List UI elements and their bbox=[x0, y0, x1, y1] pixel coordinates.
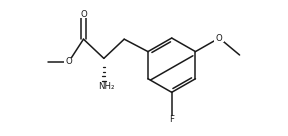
Bar bbox=[78, 11, 89, 18]
Text: O: O bbox=[65, 57, 72, 66]
Bar bbox=[64, 58, 74, 65]
Bar bbox=[214, 34, 224, 42]
Text: O: O bbox=[216, 33, 223, 43]
Text: NH₂: NH₂ bbox=[98, 82, 114, 91]
Text: O: O bbox=[80, 10, 87, 19]
Bar bbox=[101, 83, 111, 90]
Text: F: F bbox=[169, 115, 174, 124]
Bar bbox=[167, 116, 177, 123]
